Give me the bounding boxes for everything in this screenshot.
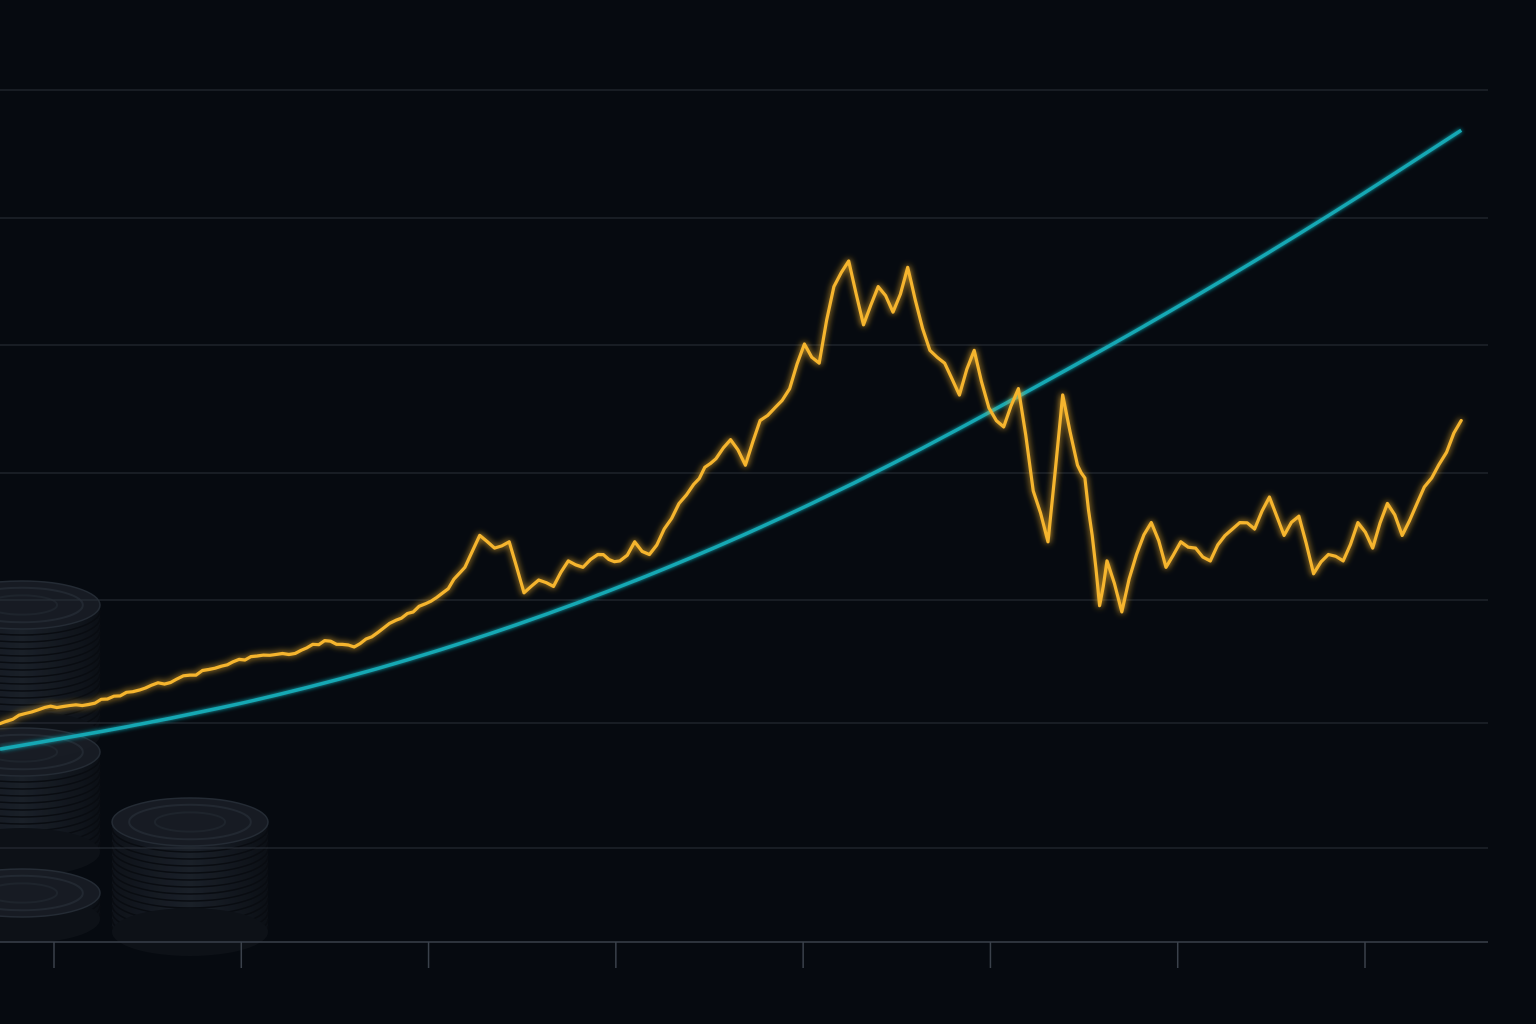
x-axis [0,941,1488,968]
coin-stack [0,868,101,943]
trend-line [0,128,1463,751]
gridlines [0,89,1488,849]
coin-stack [0,727,101,876]
coin-stack-icon [0,580,269,956]
coin-stack [111,797,269,956]
price-line [0,259,1463,726]
series-layer [0,128,1463,751]
